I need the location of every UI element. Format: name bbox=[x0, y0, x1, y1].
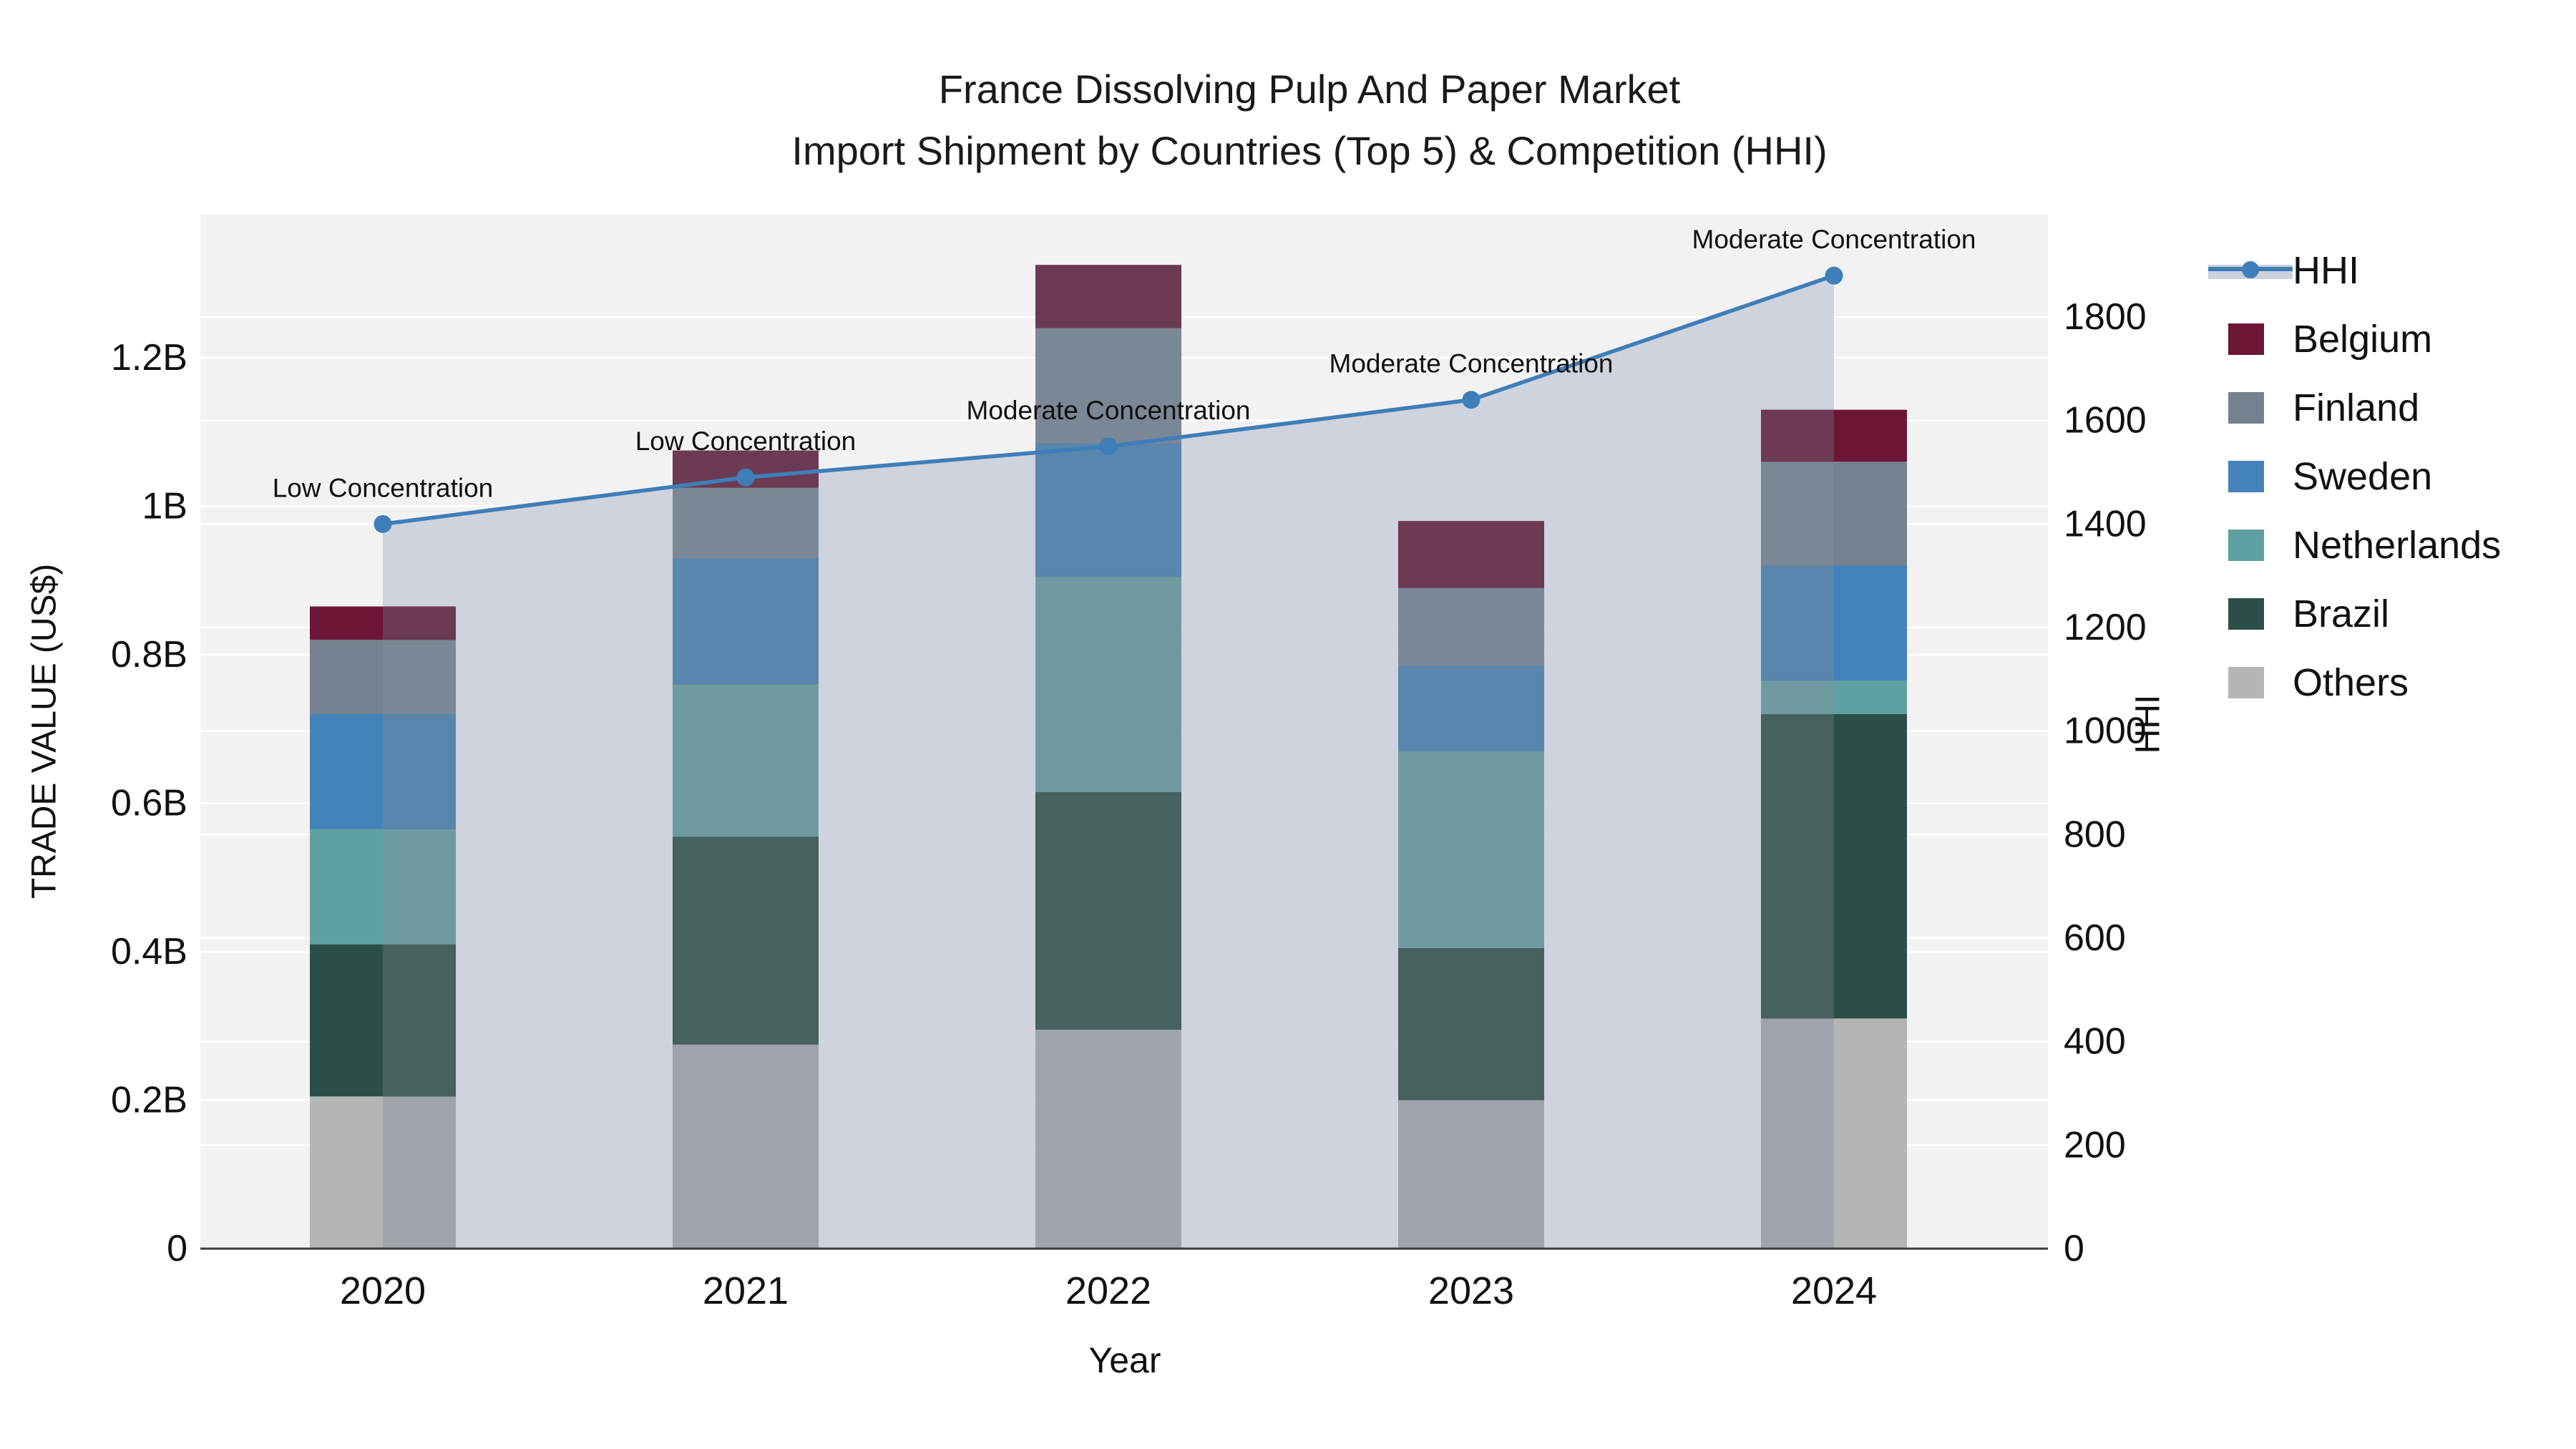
chart-title-line2: Import Shipment by Countries (Top 5) & C… bbox=[791, 128, 1828, 173]
y-right-tick-200: 200 bbox=[2064, 1124, 2126, 1166]
bar-segment-muted-2021-sweden bbox=[673, 558, 819, 685]
bar-segment-muted-2021-finland bbox=[673, 487, 819, 559]
y-right-tick-1400: 1400 bbox=[2064, 503, 2147, 545]
bar-segment-muted-2024-sweden bbox=[1761, 565, 1834, 681]
bar-segment-muted-2022-netherlands bbox=[1035, 577, 1181, 792]
y-right-tick-1800: 1800 bbox=[2064, 296, 2147, 338]
bar-segment-muted-2024-finland bbox=[1761, 462, 1834, 566]
hhi-point-2022[interactable] bbox=[1099, 437, 1118, 456]
legend-label-sweden: Sweden bbox=[2293, 455, 2433, 498]
legend-swatch-netherlands bbox=[2228, 530, 2264, 561]
hhi-point-2021[interactable] bbox=[736, 468, 755, 487]
bar-segment-muted-2022-others bbox=[1035, 1029, 1181, 1249]
annotation-2021: Low Concentration bbox=[635, 426, 857, 456]
bar-segment-muted-2020-others bbox=[383, 1096, 456, 1249]
y-left-tick-0.2B: 0.2B bbox=[111, 1080, 187, 1121]
y-left-tick-0.6B: 0.6B bbox=[111, 783, 187, 824]
bar-segment-muted-2022-sweden bbox=[1035, 443, 1181, 577]
bar-segment-muted-2020-brazil bbox=[383, 944, 456, 1097]
legend: HHI Belgium Finland Sweden Netherlands Brazil… bbox=[2208, 236, 2501, 717]
bar-segment-muted-2023-netherlands bbox=[1398, 751, 1544, 948]
bar-segment-muted-2022-brazil bbox=[1035, 791, 1181, 1030]
hhi-line-icon bbox=[2208, 255, 2293, 286]
bar-segment-muted-2021-brazil bbox=[673, 836, 819, 1045]
y-right-tick-1600: 1600 bbox=[2064, 400, 2147, 441]
bar-segment-muted-2023-sweden bbox=[1398, 665, 1544, 751]
y-left-tick-0.8B: 0.8B bbox=[111, 634, 187, 675]
bar-segment-muted-2024-brazil bbox=[1761, 714, 1834, 1019]
legend-item-others[interactable]: Others bbox=[2208, 648, 2501, 717]
legend-label-hhi: HHI bbox=[2293, 249, 2359, 292]
y-left-tick-0.4B: 0.4B bbox=[111, 931, 187, 972]
bar-segment-muted-2024-others bbox=[1761, 1018, 1834, 1249]
bar-segment-muted-2023-finland bbox=[1398, 587, 1544, 666]
y-axis-title-right: HHI bbox=[2129, 694, 2167, 754]
chart-title: France Dissolving Pulp And Paper Market … bbox=[0, 59, 2576, 182]
annotation-2020: Low Concentration bbox=[273, 473, 494, 502]
legend-swatch-finland bbox=[2228, 392, 2264, 424]
bar-segment-muted-2021-others bbox=[673, 1044, 819, 1249]
bar-segment-muted-2023-others bbox=[1398, 1100, 1544, 1249]
annotation-2024: Moderate Concentration bbox=[1692, 225, 1976, 254]
legend-label-brazil: Brazil bbox=[2293, 592, 2390, 635]
hhi-point-2020[interactable] bbox=[374, 514, 392, 533]
bar-segment-muted-2022-finland bbox=[1035, 328, 1181, 444]
legend-label-finland: Finland bbox=[2293, 386, 2420, 429]
y-left-tick-1.2B: 1.2B bbox=[111, 337, 187, 379]
bar-segment-muted-2024-belgium bbox=[1761, 409, 1834, 462]
y-right-tick-1200: 1200 bbox=[2064, 607, 2147, 648]
legend-label-belgium: Belgium bbox=[2293, 318, 2433, 361]
bar-segment-muted-2024-netherlands bbox=[1761, 680, 1834, 714]
y-right-tick-0: 0 bbox=[2064, 1228, 2084, 1269]
bar-segment-muted-2023-brazil bbox=[1398, 947, 1544, 1101]
legend-swatch-brazil bbox=[2228, 598, 2264, 630]
annotation-2022: Moderate Concentration bbox=[967, 396, 1251, 425]
annotation-2023: Moderate Concentration bbox=[1330, 349, 1614, 379]
x-tick-2021[interactable]: 2021 bbox=[703, 1269, 789, 1312]
legend-swatch-sweden bbox=[2228, 461, 2264, 492]
bar-segment-muted-2020-finland bbox=[383, 640, 456, 714]
y-right-tick-400: 400 bbox=[2064, 1021, 2126, 1063]
legend-item-belgium[interactable]: Belgium bbox=[2208, 305, 2501, 374]
y-axis-title-left: TRADE VALUE (US$) bbox=[25, 563, 64, 899]
bar-segment-muted-2020-belgium bbox=[383, 606, 456, 640]
x-tick-2022[interactable]: 2022 bbox=[1065, 1269, 1151, 1312]
bar-segment-muted-2020-sweden bbox=[383, 714, 456, 829]
x-tick-2020[interactable]: 2020 bbox=[340, 1269, 426, 1312]
y-right-tick-800: 800 bbox=[2064, 814, 2126, 855]
legend-swatch-others bbox=[2228, 667, 2264, 698]
x-tick-2023[interactable]: 2023 bbox=[1428, 1269, 1514, 1312]
bar-segment-muted-2023-belgium bbox=[1398, 521, 1544, 588]
legend-item-finland[interactable]: Finland bbox=[2208, 374, 2501, 442]
legend-item-netherlands[interactable]: Netherlands bbox=[2208, 511, 2501, 580]
y-right-tick-1000: 1000 bbox=[2064, 711, 2147, 752]
legend-item-brazil[interactable]: Brazil bbox=[2208, 580, 2501, 648]
y-left-tick-1B: 1B bbox=[142, 486, 187, 527]
legend-item-hhi[interactable]: HHI bbox=[2208, 236, 2501, 305]
bar-segment-muted-2022-belgium bbox=[1035, 265, 1181, 328]
bar-segment-muted-2021-netherlands bbox=[673, 684, 819, 837]
legend-label-netherlands: Netherlands bbox=[2293, 524, 2502, 567]
y-left-tick-0: 0 bbox=[167, 1228, 187, 1269]
hhi-point-2023[interactable] bbox=[1462, 391, 1480, 409]
x-axis-title: Year bbox=[1088, 1340, 1161, 1380]
chart-title-line1: France Dissolving Pulp And Paper Market bbox=[938, 67, 1681, 112]
legend-item-sweden[interactable]: Sweden bbox=[2208, 442, 2501, 511]
legend-swatch-belgium bbox=[2228, 323, 2264, 355]
x-tick-2024[interactable]: 2024 bbox=[1791, 1269, 1877, 1312]
hhi-point-2024[interactable] bbox=[1825, 266, 1843, 285]
bar-segment-muted-2020-netherlands bbox=[383, 829, 456, 945]
y-right-tick-600: 600 bbox=[2064, 917, 2126, 959]
legend-label-others: Others bbox=[2293, 661, 2409, 704]
